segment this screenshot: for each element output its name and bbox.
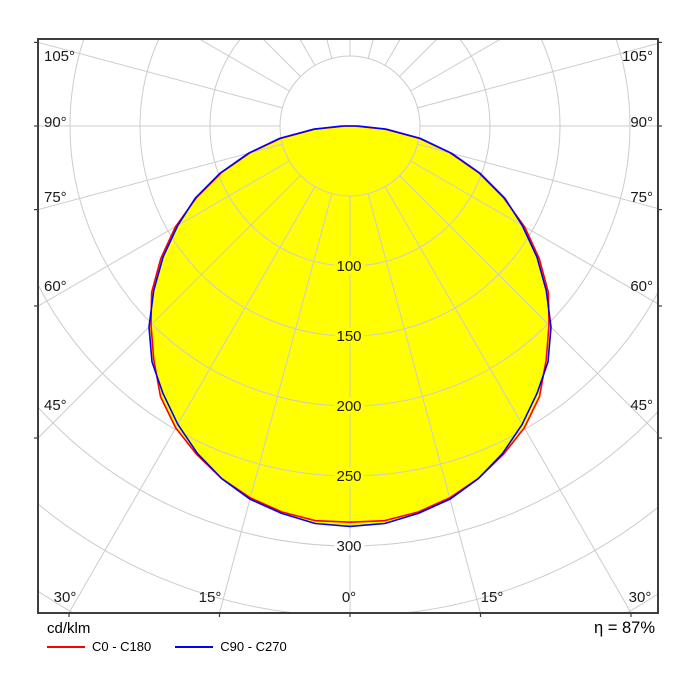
angle-label-bottom: 30° [629, 589, 652, 606]
radial-tick-label: 150 [336, 328, 361, 345]
legend-row: C0 - C180 C90 - C270 [47, 639, 287, 654]
curve-c90-c270 [148, 125, 552, 528]
angle-label-left: 90° [44, 114, 67, 131]
radial-tick-label: 300 [336, 538, 361, 555]
angle-labels: 105° 90° 75° 60° 45° 105° 90° 75° 60° 45° 30° 15° 0°… [44, 48, 653, 606]
angle-label-right: 105° [622, 48, 653, 65]
legend: cd/klm C0 - C180 C90 - C270 [47, 620, 287, 654]
angle-label-bottom: 30° [54, 589, 77, 606]
angle-label-left: 75° [44, 189, 67, 206]
radial-axis-labels: 100 150 200 250 300 [333, 255, 365, 559]
angle-label-bottom: 15° [199, 589, 222, 606]
legend-item-c90-c270: C90 - C270 [175, 639, 287, 654]
legend-line-c90-c270-icon [175, 645, 214, 648]
angle-label-right: 45° [630, 397, 653, 414]
angle-label-bottom: 15° [481, 589, 504, 606]
angle-label-right: 75° [630, 189, 653, 206]
angle-label-right: 60° [630, 278, 653, 295]
legend-unit-label: cd/klm [47, 620, 91, 637]
angle-label-left: 105° [44, 48, 75, 65]
angle-label-right: 90° [630, 114, 653, 131]
radial-tick-label: 250 [336, 468, 361, 485]
angle-label-left: 60° [44, 278, 67, 295]
angle-label-left: 45° [44, 397, 67, 414]
angle-label-bottom: 0° [342, 589, 356, 606]
plot-frame [37, 38, 659, 614]
legend-label-c0-c180: C0 - C180 [92, 639, 152, 654]
radial-tick-label: 200 [336, 398, 361, 415]
legend-item-c0-c180: C0 - C180 [47, 639, 151, 654]
efficiency-label: η = 87% [593, 619, 655, 637]
legend-label-c90-c270: C90 - C270 [220, 639, 287, 654]
legend-line-c0-c180-icon [47, 645, 85, 648]
radial-tick-label: 100 [336, 258, 361, 275]
